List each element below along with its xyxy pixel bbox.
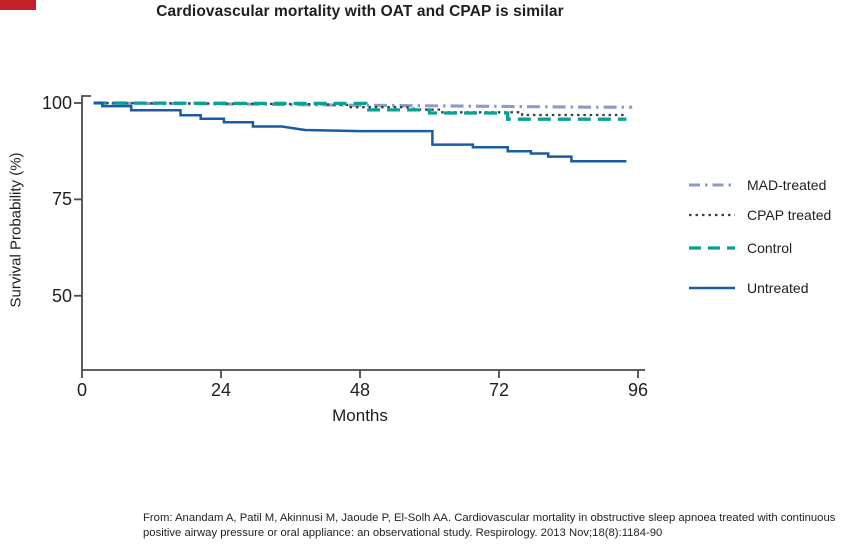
citation-line-1: From: Anandam A, Patil M, Akinnusi M, Ja…: [143, 512, 836, 524]
control-line-swatch: [689, 246, 735, 250]
legend-label-untreated: Untreated: [747, 280, 809, 296]
y-tick-label-75: 75: [51, 189, 72, 209]
y-tick-label-50: 50: [51, 286, 72, 306]
legend-item-control: Control: [688, 240, 792, 256]
legend-label-cpap-treated: CPAP treated: [747, 207, 832, 223]
chart-title: Cardiovascular mortality with OAT and CP…: [156, 3, 564, 20]
mad-treated-line-swatch: [689, 183, 735, 187]
x-tick-label-24: 24: [210, 380, 232, 400]
untreated-line-swatch: [689, 286, 735, 290]
y-axis-label: Survival Probability (%): [7, 152, 25, 308]
legend-label-mad-treated: MAD-treated: [747, 177, 827, 193]
legend-item-cpap-treated: CPAP treated: [688, 207, 831, 223]
x-tick-label-48: 48: [349, 380, 371, 400]
legend: MAD-treated CPAP treated Control Untreat…: [688, 170, 864, 310]
citation-line-2: positive airway pressure or oral applian…: [143, 526, 663, 539]
red-corner-mark: [0, 0, 36, 10]
x-axis-label: Months: [332, 406, 388, 425]
legend-label-control: Control: [747, 240, 793, 256]
series-line-control: [93, 101, 627, 121]
legend-item-mad-treated: MAD-treated: [688, 177, 826, 193]
x-tick-label-0: 0: [76, 380, 87, 400]
x-tick-label-72: 72: [488, 380, 510, 400]
x-tick-label-96: 96: [627, 380, 649, 400]
series-line-untreated: [93, 101, 627, 163]
y-tick-label-100: 100: [41, 93, 72, 113]
axes: [81, 95, 645, 371]
legend-item-untreated: Untreated: [688, 280, 808, 296]
citation: From: Anandam A, Patil M, Akinnusi M, Ja…: [143, 511, 865, 540]
cpap-treated-line-swatch: [689, 213, 735, 217]
